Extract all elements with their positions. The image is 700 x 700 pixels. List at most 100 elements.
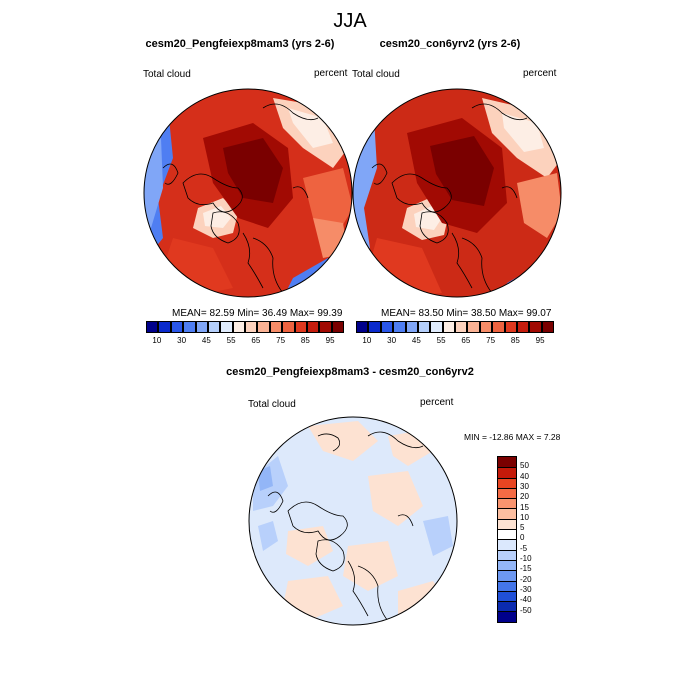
colorbar-tick-label: 65: [461, 336, 471, 345]
panel-c-polar-map: [248, 416, 458, 626]
colorbar-tick-label: 95: [325, 336, 335, 345]
colorbar-swatch: [516, 321, 530, 333]
colorbar-swatch: [195, 321, 208, 333]
colorbar-swatch: [170, 321, 184, 333]
colorbar-tick-label: 15: [520, 502, 529, 512]
colorbar-swatch: [498, 477, 516, 488]
colorbar-swatch: [498, 611, 516, 622]
colorbar-tick-label: 10: [520, 512, 529, 522]
panel-a-units-label: percent: [314, 68, 348, 79]
colorbar-swatch: [183, 321, 196, 333]
panel-b-polar-map: [352, 88, 562, 298]
colorbar-swatch: [146, 321, 159, 333]
panel-a-polar-map: [143, 88, 353, 298]
colorbar-swatch: [269, 321, 283, 333]
colorbar-swatch: [498, 529, 516, 540]
colorbar-tick-label: 20: [520, 492, 529, 502]
panel-b-colorbar-labels: 10 30 45 55 65 75 85 95: [356, 336, 554, 348]
colorbar-tick-label: 55: [436, 336, 446, 345]
colorbar-swatch: [245, 321, 258, 333]
colorbar-swatch: [207, 321, 221, 333]
colorbar-tick-label: 85: [510, 336, 520, 345]
panel-a-variable-label: Total cloud: [143, 69, 191, 80]
colorbar-swatch: [220, 321, 233, 333]
colorbar-swatch: [430, 321, 443, 333]
colorbar-tick-label: -50: [520, 605, 532, 615]
panel-b-stats: MEAN= 83.50 Min= 38.50 Max= 99.07: [381, 308, 552, 319]
colorbar-swatch: [356, 321, 369, 333]
colorbar-swatch: [498, 457, 516, 468]
panel-c-variable-label: Total cloud: [248, 399, 296, 410]
colorbar-swatch: [498, 570, 516, 581]
colorbar-swatch: [380, 321, 394, 333]
panel-a-colorbar-labels: 10 30 45 55 65 75 85 95: [146, 336, 344, 348]
colorbar-tick-label: -15: [520, 564, 532, 574]
panel-c-colorbar: [497, 456, 517, 623]
colorbar-tick-label: 30: [177, 336, 187, 345]
panel-a-colorbar: [146, 321, 344, 333]
colorbar-tick-label: -10: [520, 554, 532, 563]
colorbar-tick-label: 10: [152, 336, 162, 345]
colorbar-tick-label: 75: [486, 336, 496, 345]
colorbar-swatch: [498, 590, 516, 602]
colorbar-tick-label: 45: [201, 336, 211, 345]
colorbar-swatch: [405, 321, 418, 333]
panel-c-units-label: percent: [420, 397, 454, 408]
colorbar-swatch: [306, 321, 320, 333]
panel-a-stats: MEAN= 82.59 Min= 36.49 Max= 99.39: [172, 308, 343, 319]
colorbar-swatch: [442, 321, 455, 333]
colorbar-tick-label: 40: [520, 471, 529, 481]
colorbar-swatch: [492, 321, 505, 333]
panel-b-colorbar: [356, 321, 554, 333]
panel-c-title: cesm20_Pengfeiexp8mam3 - cesm20_con6yrv2: [226, 366, 474, 378]
colorbar-tick-label: 65: [251, 336, 261, 345]
panel-b-units-label: percent: [523, 68, 557, 79]
colorbar-tick-label: 85: [300, 336, 310, 345]
colorbar-swatch: [541, 321, 554, 333]
colorbar-swatch: [498, 559, 516, 571]
colorbar-tick-label: 45: [411, 336, 421, 345]
panel-b-title: cesm20_con6yrv2 (yrs 2-6): [379, 38, 521, 50]
panel-c-stats: MIN = -12.86 MAX = 7.28: [464, 432, 561, 442]
panel-a-title: cesm20_Pengfeiexp8mam3 (yrs 2-6): [145, 38, 335, 50]
colorbar-swatch: [467, 321, 480, 333]
colorbar-swatch: [498, 508, 516, 519]
colorbar-swatch: [393, 321, 406, 333]
main-title: JJA: [333, 10, 367, 32]
colorbar-swatch: [455, 321, 468, 333]
colorbar-swatch: [498, 549, 516, 560]
colorbar-tick-label: 95: [535, 336, 545, 345]
panel-b-variable-label: Total cloud: [352, 69, 400, 80]
colorbar-tick-label: -20: [520, 574, 532, 584]
colorbar-tick-label: 50: [520, 461, 529, 471]
colorbar-tick-label: -40: [520, 595, 532, 605]
colorbar-tick-label: 0: [520, 533, 525, 543]
colorbar-swatch: [504, 321, 517, 333]
colorbar-swatch: [368, 321, 381, 333]
colorbar-swatch: [529, 321, 542, 333]
colorbar-swatch: [498, 487, 516, 499]
colorbar-tick-label: 55: [226, 336, 236, 345]
colorbar-swatch: [498, 518, 516, 530]
colorbar-swatch: [232, 321, 245, 333]
colorbar-swatch: [294, 321, 307, 333]
colorbar-swatch: [479, 321, 493, 333]
colorbar-swatch: [319, 321, 332, 333]
colorbar-tick-label: 10: [362, 336, 372, 345]
colorbar-swatch: [498, 601, 516, 612]
colorbar-swatch: [417, 321, 431, 333]
panel-c-colorbar-labels: 50 40 30 20 15 10 5 0 -5 -10 -15 -20 -30 -40 -50: [518, 456, 548, 622]
colorbar-tick-label: 30: [387, 336, 397, 345]
colorbar-tick-label: 30: [520, 481, 529, 491]
colorbar-tick-label: -30: [520, 584, 532, 594]
colorbar-tick-label: 5: [520, 523, 525, 533]
colorbar-tick-label: 75: [276, 336, 286, 345]
colorbar-swatch: [282, 321, 295, 333]
colorbar-swatch: [498, 498, 516, 509]
colorbar-swatch: [498, 580, 516, 591]
colorbar-swatch: [331, 321, 344, 333]
colorbar-swatch: [257, 321, 270, 333]
colorbar-swatch: [498, 539, 516, 550]
colorbar-swatch: [158, 321, 171, 333]
colorbar-tick-label: -5: [520, 543, 528, 553]
